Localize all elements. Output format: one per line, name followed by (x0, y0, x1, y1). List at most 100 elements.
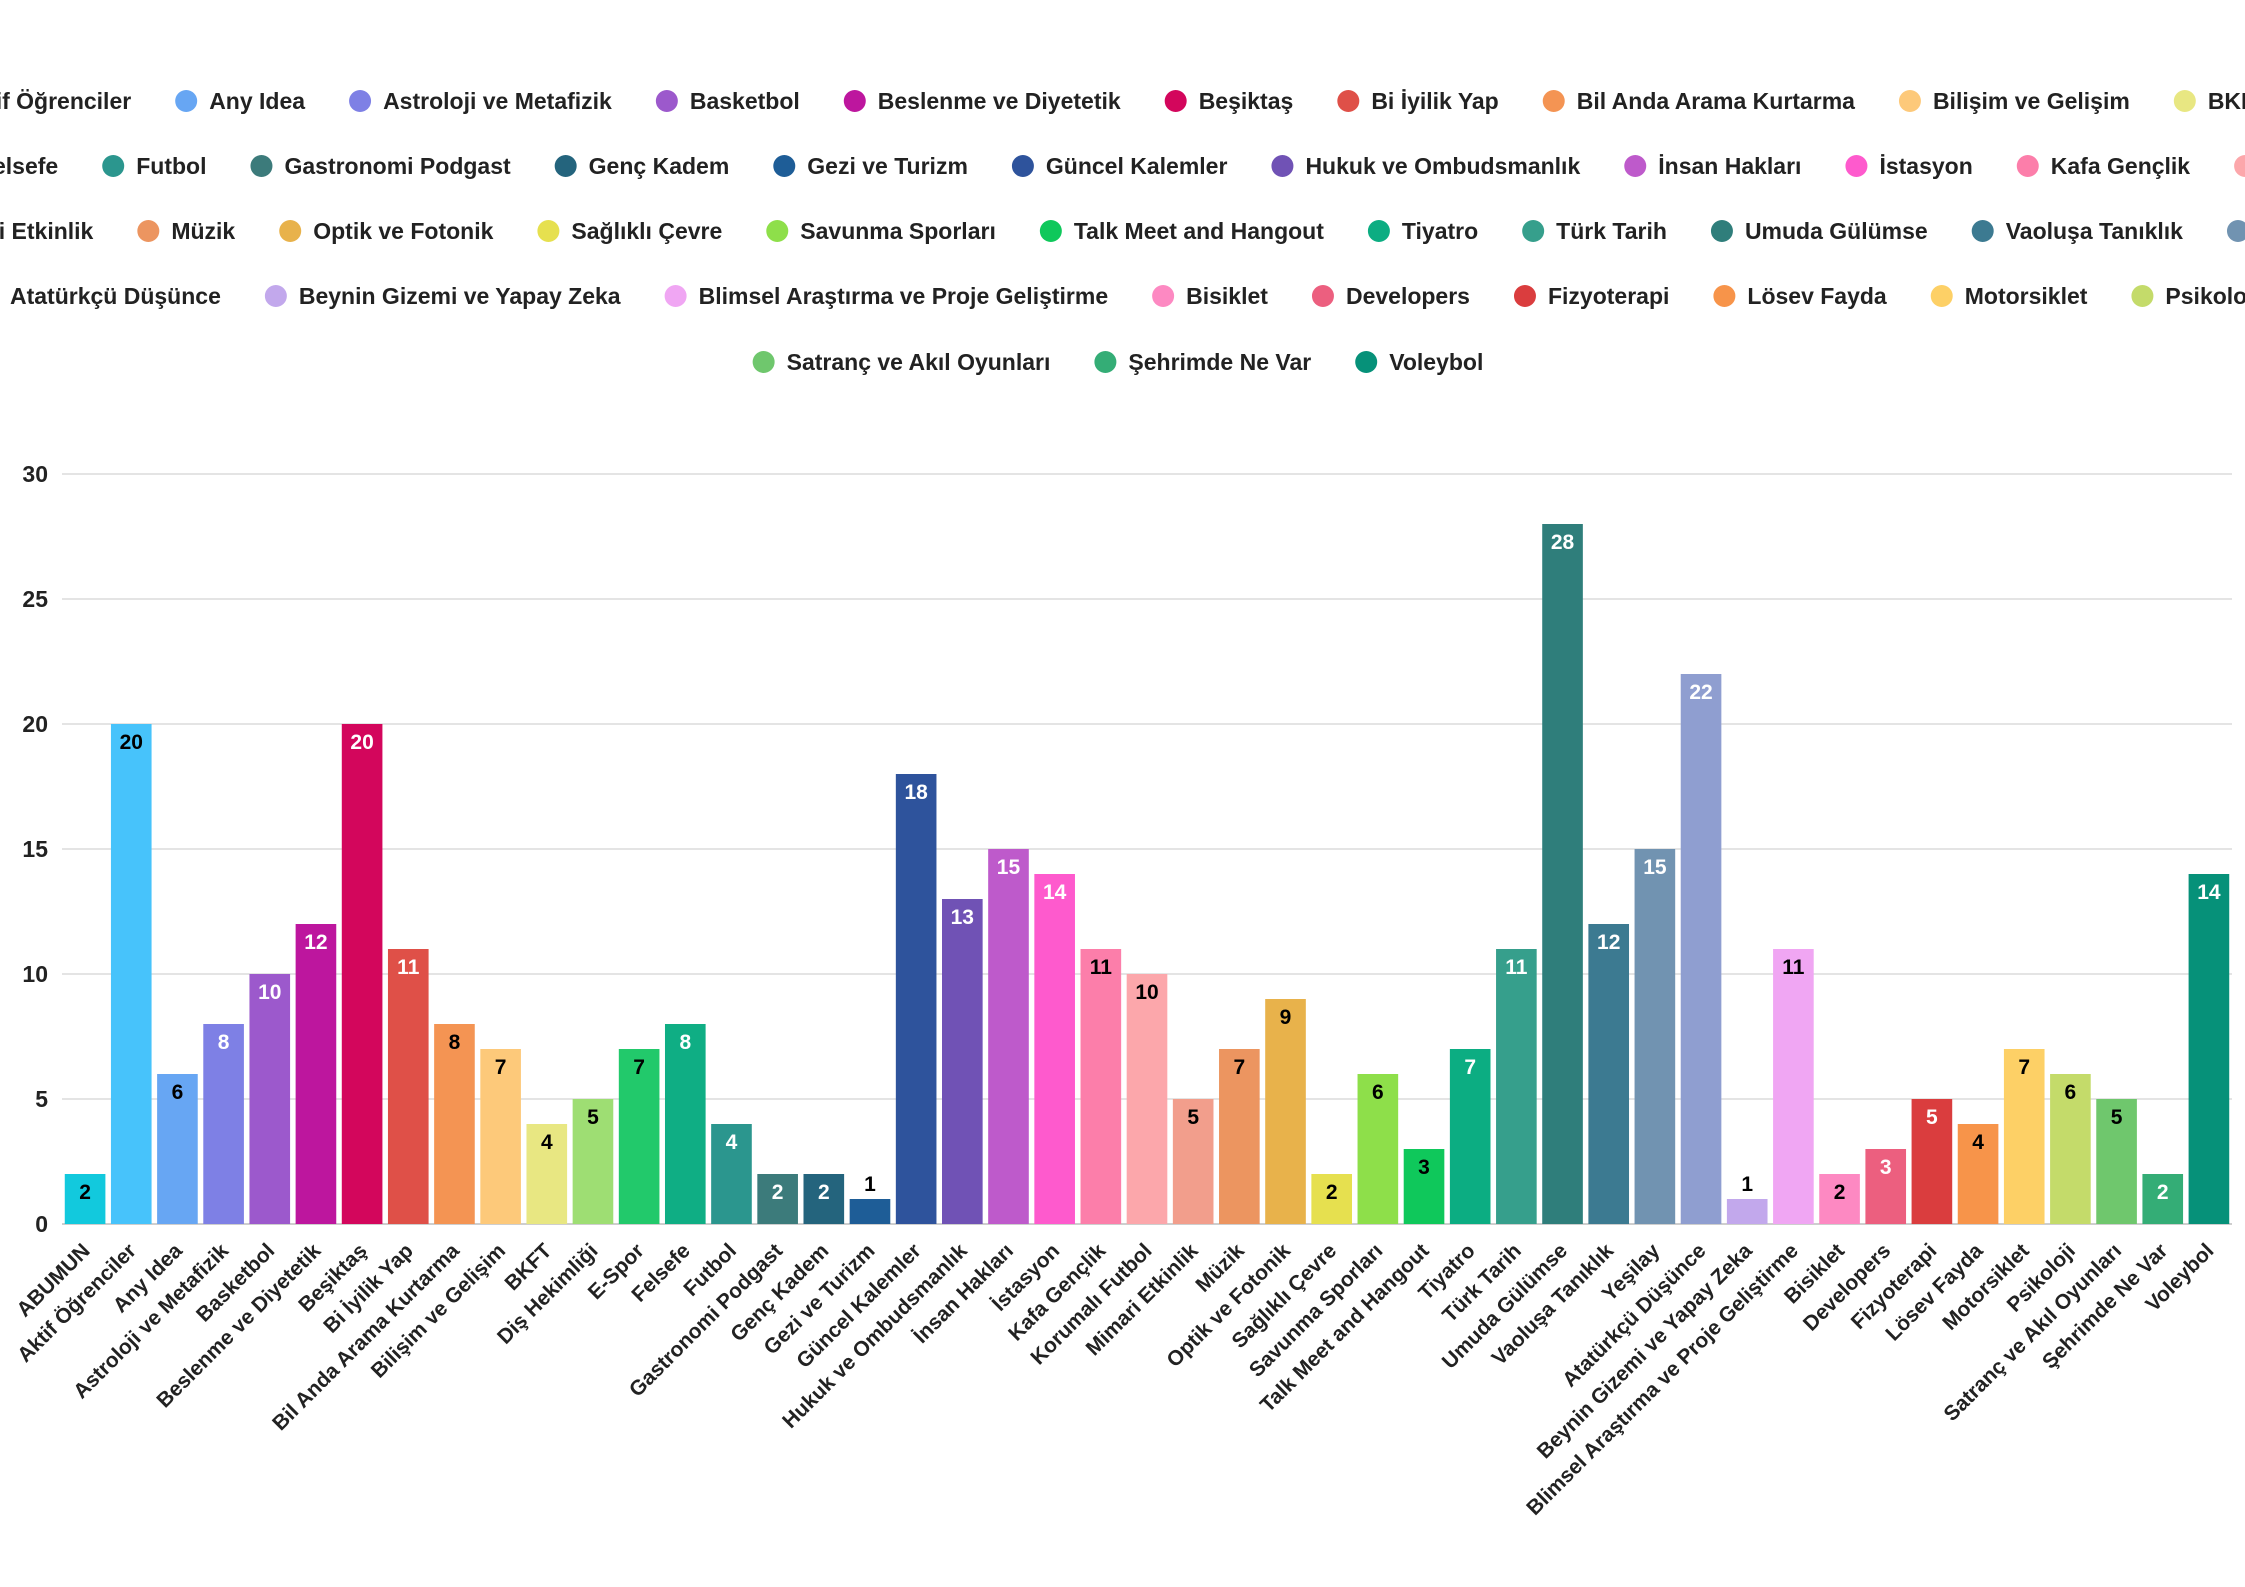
legend-item[interactable]: Lösev Fayda (1713, 283, 1887, 309)
data-label: 2 (818, 1181, 830, 1204)
legend-marker (1710, 220, 1733, 242)
y-tick-label: 15 (22, 836, 48, 862)
legend-item[interactable]: Yeşilay (2226, 218, 2245, 244)
legend-item[interactable]: Astroloji ve Metafizik (349, 88, 612, 114)
legend-item[interactable]: İnsan Hakları (1624, 153, 1801, 179)
legend-item[interactable]: Kafa Gençlik (2016, 153, 2191, 179)
bar (572, 1099, 614, 1224)
legend-item[interactable]: Psikoloji (2131, 283, 2245, 309)
data-label: 8 (679, 1031, 691, 1054)
legend-item[interactable]: Sağlıklı Çevre (537, 218, 722, 244)
legend-item[interactable]: Any Idea (175, 88, 305, 114)
data-label: 2 (1834, 1181, 1846, 1204)
legend-item[interactable]: Müzik (137, 218, 235, 244)
data-label: 7 (2018, 1056, 2030, 1079)
data-label: 4 (1972, 1131, 1984, 1154)
bar (1265, 999, 1306, 1224)
data-label: 18 (904, 781, 928, 804)
legend-item[interactable]: Talk Meet and Hangout (1039, 218, 1324, 244)
legend-label: Blimsel Araştırma ve Proje Geliştirme (699, 283, 1109, 309)
legend-item[interactable]: Mimari Etkinlik (0, 218, 94, 244)
bar (1680, 674, 1722, 1224)
legend-item[interactable]: Blimsel Araştırma ve Proje Geliştirme (664, 283, 1109, 309)
legend-item[interactable]: Bil Anda Arama Kurtarma (1542, 88, 1855, 114)
legend-item[interactable]: Motorsiklet (1930, 283, 2088, 309)
legend-marker (1513, 285, 1536, 307)
legend-item[interactable]: Developers (1311, 283, 1470, 309)
legend-item[interactable]: Beynin Gizemi ve Yapay Zeka (264, 283, 621, 309)
data-label: 8 (449, 1031, 461, 1054)
legend-label: Basketbol (690, 88, 800, 114)
legend-item[interactable]: Bilişim ve Gelişim (1898, 88, 2130, 114)
legend-item[interactable]: Genç Kadem (554, 153, 730, 179)
legend-item[interactable]: Hukuk ve Ombudsmanlık (1271, 153, 1580, 179)
legend-label: Gastronomi Podgast (284, 153, 511, 179)
bar (1588, 924, 1630, 1224)
legend-marker (537, 220, 560, 242)
legend-item[interactable]: Optik ve Fotonik (279, 218, 494, 244)
legend-label: İstasyon (1879, 153, 1972, 179)
legend-item[interactable]: BKFT (2173, 88, 2245, 114)
legend-item[interactable]: Beşiktaş (1164, 88, 1294, 114)
bar (618, 1049, 660, 1224)
legend-label: Bisiklet (1186, 283, 1268, 309)
data-label: 20 (350, 731, 373, 754)
legend-label: İnsan Hakları (1658, 153, 1801, 179)
data-label: 14 (2197, 881, 2221, 904)
legend-item[interactable]: Umuda Gülümse (1710, 218, 1928, 244)
data-label: 2 (2157, 1181, 2169, 1204)
legend-item[interactable]: Savunma Sporları (766, 218, 996, 244)
bar (988, 849, 1029, 1224)
bar (2003, 1049, 2045, 1224)
legend-item[interactable]: Bi İyilik Yap (1337, 88, 1499, 114)
legend-item[interactable]: Korumalı Futbol (2234, 153, 2245, 179)
legend-item[interactable]: Futbol (102, 153, 206, 179)
legend-item[interactable]: Atatürkçü Düşünce (0, 283, 221, 309)
data-label: 15 (1643, 856, 1667, 879)
legend-label: Beynin Gizemi ve Yapay Zeka (299, 283, 621, 309)
legend-item[interactable]: Satranç ve Akıl Oyunları (752, 349, 1051, 375)
legend-marker (2016, 155, 2039, 177)
legend-marker (1094, 351, 1117, 373)
legend-label: Şehrimde Ne Var (1128, 349, 1311, 375)
bar (664, 1024, 706, 1224)
legend-label: Talk Meet and Hangout (1074, 218, 1324, 244)
legend-item[interactable]: Gezi ve Turizm (773, 153, 968, 179)
legend-item[interactable]: Güncel Kalemler (1011, 153, 1228, 179)
bar (1311, 1174, 1352, 1224)
legend-item[interactable]: Vaoluşa Tanıklık (1971, 218, 2183, 244)
legend-item[interactable]: Gastronomi Podgast (250, 153, 511, 179)
legend-label: Vaoluşa Tanıklık (2006, 218, 2183, 244)
legend-item[interactable]: İstasyon (1845, 153, 1973, 179)
data-label: 15 (997, 856, 1021, 879)
bar (295, 924, 337, 1224)
legend-marker (1845, 155, 1868, 177)
legend-row: Atatürkçü Düşünce Beynin Gizemi ve Yapay … (0, 283, 2245, 309)
bar (1957, 1124, 1999, 1224)
bar (110, 724, 152, 1224)
data-label: 12 (304, 931, 327, 954)
legend-marker (1542, 90, 1565, 112)
data-label: 7 (1233, 1056, 1245, 1079)
legend-marker (773, 155, 796, 177)
legend-item[interactable]: Şehrimde Ne Var (1094, 349, 1311, 375)
bar (387, 949, 429, 1224)
legend-item[interactable]: Basketbol (655, 88, 800, 114)
legend-item[interactable]: Fizyoterapi (1513, 283, 1669, 309)
legend-item[interactable]: Felsefe (0, 153, 58, 179)
legend-item[interactable]: Tiyatro (1367, 218, 1478, 244)
legend-item[interactable]: Aktif Öğrenciler (0, 88, 131, 114)
bar (64, 1174, 106, 1224)
data-label: 5 (587, 1106, 599, 1129)
legend-item[interactable]: Voleybol (1355, 349, 1483, 375)
legend-marker (175, 90, 198, 112)
y-tick-label: 10 (22, 961, 48, 987)
legend-item[interactable]: Bisiklet (1152, 283, 1268, 309)
bar (942, 899, 983, 1224)
legend-marker (102, 155, 125, 177)
legend-item[interactable]: Türk Tarih (1522, 218, 1667, 244)
legend-item[interactable]: Beslenme ve Diyetetik (843, 88, 1121, 114)
legend-label: Felsefe (0, 153, 58, 179)
